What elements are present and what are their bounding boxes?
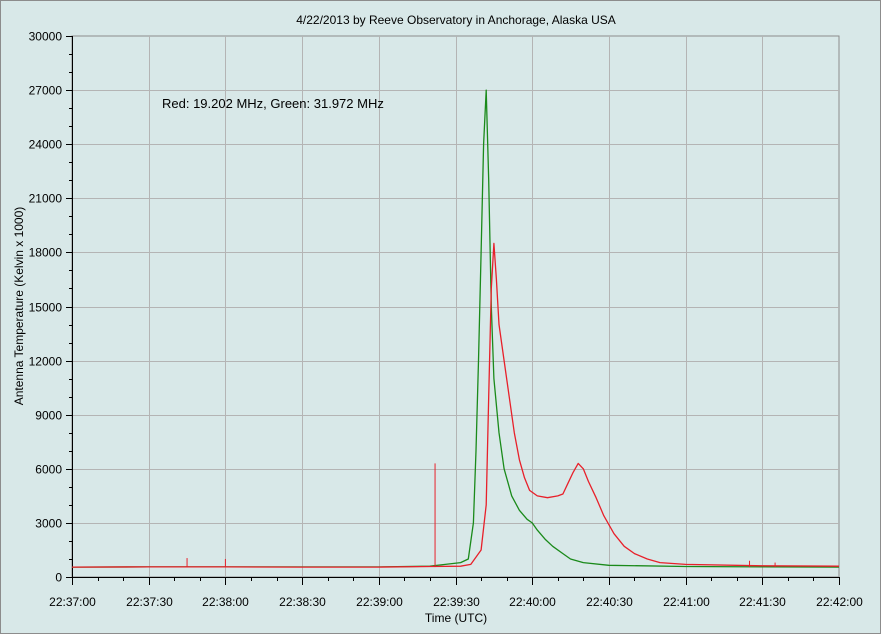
y-tick-label: 18000 [29,246,63,260]
y-tick-label: 12000 [29,355,63,369]
frequency-annotation: Red: 19.202 MHz, Green: 31.972 MHz [162,96,384,111]
chart-title: 4/22/2013 by Reeve Observatory in Anchor… [296,13,616,27]
y-tick-label: 6000 [35,463,62,477]
x-tick-label: 22:37:30 [126,595,173,609]
x-tick-label: 22:42:00 [816,595,863,609]
y-tick-label: 27000 [29,84,63,98]
x-tick-label: 22:39:30 [433,595,480,609]
x-tick-label: 22:41:00 [663,595,710,609]
x-tick-label: 22:40:30 [586,595,633,609]
y-tick-label: 9000 [35,409,62,423]
series-layer [71,89,840,568]
plot-area [71,35,840,578]
y-tick-label: 21000 [29,192,63,206]
y-tick-label: 15000 [29,301,63,315]
red-series-line [71,242,840,568]
y-tick-label: 30000 [29,30,63,44]
x-tick-label: 22:41:30 [739,595,786,609]
y-tick-label: 3000 [35,517,62,531]
x-tick-label: 22:39:00 [356,595,403,609]
y-axis-label: Antenna Temperature (Kelvin x 1000) [12,207,26,406]
green-series-line [71,89,840,568]
x-tick-label: 22:38:00 [202,595,249,609]
x-tick-label: 22:40:00 [509,595,556,609]
x-axis-label: Time (UTC) [425,611,487,625]
y-tick-label: 24000 [29,138,63,152]
grid-lines [72,36,839,577]
x-tick-label: 22:37:00 [49,595,96,609]
y-tick-label: 0 [55,571,62,585]
axes: 22:37:00 22:37:30 22:38:00 22:38:30 22:39:00… [29,30,864,610]
x-tick-label: 22:38:30 [279,595,326,609]
